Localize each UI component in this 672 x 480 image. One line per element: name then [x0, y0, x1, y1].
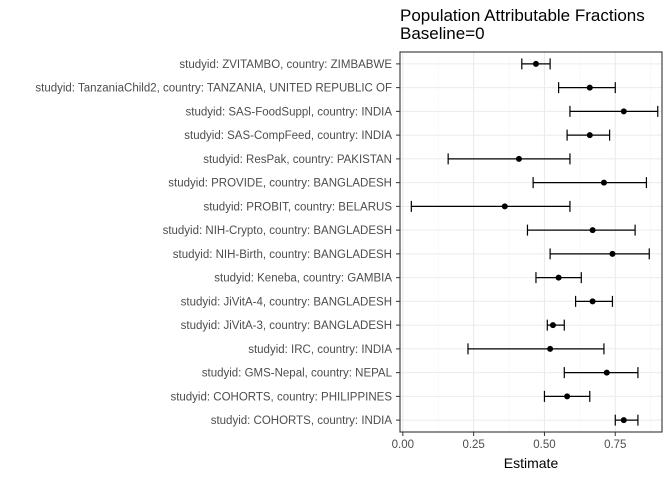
- y-tick-label: studyid: JiVitA-3, country: BANGLADESH: [181, 320, 392, 332]
- estimate-point: [547, 345, 554, 352]
- chart-subtitle: Baseline=0: [400, 24, 485, 43]
- estimate-point: [501, 203, 508, 210]
- estimate-point: [515, 155, 522, 162]
- panel-border: [399, 51, 663, 433]
- estimate-point: [603, 369, 610, 376]
- x-tick-label: 0.00: [392, 439, 414, 451]
- y-tick-label: studyid: COHORTS, country: PHILIPPINES: [170, 391, 392, 403]
- panel-background: [400, 52, 662, 432]
- x-tick-label: 0.50: [533, 439, 555, 451]
- y-tick-label: studyid: ResPak, country: PAKISTAN: [203, 154, 392, 166]
- estimate-point: [589, 298, 596, 305]
- y-tick-label: studyid: GMS-Nepal, country: NEPAL: [202, 368, 393, 380]
- y-tick-label: studyid: ZVITAMBO, country: ZIMBABWE: [179, 59, 392, 71]
- estimate-point: [620, 417, 627, 424]
- estimate-point: [600, 179, 607, 186]
- estimate-point: [532, 60, 539, 67]
- y-tick-label: studyid: TanzaniaChild2, country: TANZAN…: [35, 83, 392, 95]
- estimate-point: [564, 393, 571, 400]
- y-tick-label: studyid: PROBIT, country: BELARUS: [203, 201, 392, 213]
- estimate-marks: [410, 58, 659, 426]
- y-tick-label: studyid: COHORTS, country: INDIA: [211, 415, 393, 427]
- y-tick-label: studyid: Keneba, country: GAMBIA: [214, 273, 392, 285]
- estimate-point: [549, 322, 556, 329]
- x-tick-label: 0.25: [462, 439, 484, 451]
- estimate-point: [609, 250, 616, 257]
- grid-lines: [400, 52, 662, 432]
- estimate-point: [589, 227, 596, 234]
- y-tick-label: studyid: JiVitA-4, country: BANGLADESH: [181, 296, 392, 308]
- x-axis-title: Estimate: [504, 455, 559, 471]
- estimate-point: [586, 132, 593, 139]
- y-tick-label: studyid: SAS-CompFeed, country: INDIA: [184, 130, 392, 142]
- y-axis-ticks: [396, 63, 400, 421]
- x-axis-ticks: 0.00 0.25 0.50 0.75: [392, 432, 626, 451]
- estimate-point: [586, 84, 593, 91]
- estimate-point: [555, 274, 562, 281]
- y-tick-label: studyid: NIH-Birth, country: BANGLADESH: [173, 249, 392, 261]
- y-axis-labels: studyid: ZVITAMBO, country: ZIMBABWE stud…: [35, 59, 392, 427]
- y-tick-label: studyid: NIH-Crypto, country: BANGLADESH: [163, 225, 392, 237]
- y-tick-label: studyid: IRC, country: INDIA: [248, 344, 392, 356]
- x-tick-label: 0.75: [604, 439, 626, 451]
- estimate-point: [620, 108, 627, 115]
- y-tick-label: studyid: PROVIDE, country: BANGLADESH: [168, 178, 392, 190]
- chart-title: Population Attributable Fractions: [400, 6, 645, 25]
- y-tick-label: studyid: SAS-FoodSuppl, country: INDIA: [186, 106, 393, 118]
